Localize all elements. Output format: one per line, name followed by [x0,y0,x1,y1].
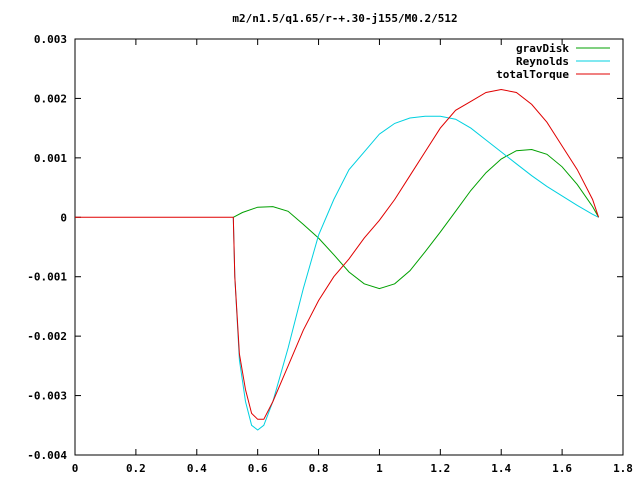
y-tick-label: -0.004 [27,449,67,462]
plot-frame [74,38,624,456]
x-tick-label: 1.8 [613,462,633,475]
chart-title: m2/n1.5/q1.65/r-+.30-j155/M0.2/512 [232,12,457,25]
y-tick-label: -0.001 [27,271,67,284]
x-tick-label: 0.8 [309,462,329,475]
legend-label-Reynolds: Reynolds [516,55,569,68]
x-tick-label: 1.2 [430,462,450,475]
series-lines [75,88,600,431]
series-line-gravDisk [233,148,600,290]
y-tick-label: -0.002 [27,330,67,343]
axis-ticks: 0 0.2 0.4 0.6 0.8 1 1.2 1.4 1.6 1.8 -0.004 -0.003 -0… [27,33,633,475]
x-tick-label: 0.4 [187,462,207,475]
x-tick-label: 1.6 [552,462,572,475]
y-tick-label: -0.003 [27,390,67,403]
series-line-totalTorque [75,88,600,420]
x-tick-label: 1.4 [491,462,511,475]
x-tick-label: 1 [376,462,383,475]
legend-label-gravDisk: gravDisk [516,42,569,55]
x-tick-label: 0 [72,462,79,475]
series-line-Reynolds [232,115,599,431]
y-tick-label: 0.002 [34,92,67,105]
legend-label-totalTorque: totalTorque [496,68,569,81]
y-tick-label: 0 [60,211,67,224]
x-tick-label: 0.6 [248,462,268,475]
x-tick-label: 0.2 [126,462,146,475]
y-tick-label: 0.001 [34,152,67,165]
y-tick-label: 0.003 [34,33,67,46]
